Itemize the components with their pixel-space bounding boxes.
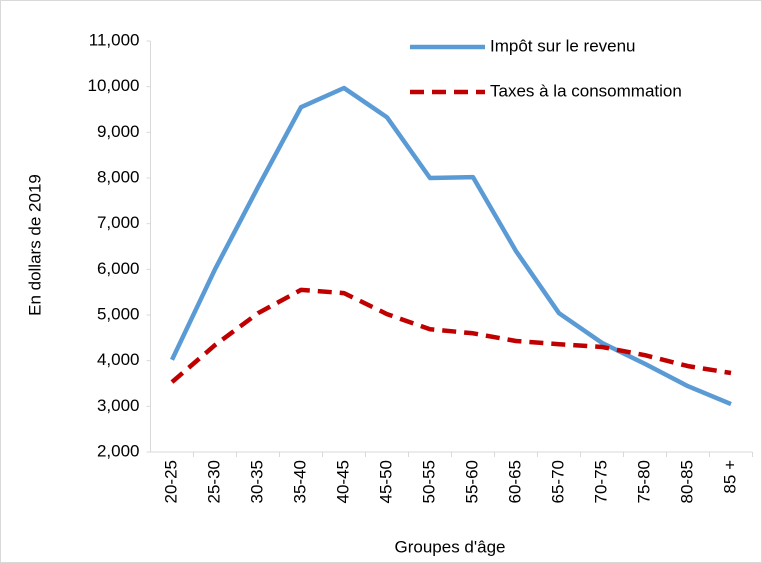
x-tick-label: 80-85 <box>677 460 696 503</box>
y-tick-label: 4,000 <box>97 350 140 369</box>
x-tick-label: 40-45 <box>333 460 352 503</box>
y-tick-label: 8,000 <box>97 167 140 186</box>
x-tick-label: 70-75 <box>591 460 610 503</box>
x-tick-label: 60-65 <box>505 460 524 503</box>
y-tick-label: 5,000 <box>97 304 140 323</box>
x-tick-label: 85 + <box>720 460 739 494</box>
x-tick-label: 65-70 <box>548 460 567 503</box>
y-tick-label: 9,000 <box>97 122 140 141</box>
line-series <box>170 287 732 384</box>
x-tick-label: 75-80 <box>634 460 653 503</box>
y-tick-label: 6,000 <box>97 259 140 278</box>
legend-label: Taxes à la consommation <box>490 81 682 100</box>
x-tick-label: 50-55 <box>419 460 438 503</box>
x-tick-label: 25-30 <box>204 460 223 503</box>
x-tick-label: 45-50 <box>376 460 395 503</box>
y-tick-label: 7,000 <box>97 213 140 232</box>
y-axis-title: En dollars de 2019 <box>25 174 44 316</box>
x-tick-label: 20-25 <box>161 460 180 503</box>
x-tick-label: 55-60 <box>462 460 481 503</box>
y-tick-label: 10,000 <box>88 76 140 95</box>
y-tick-label: 11,000 <box>89 30 140 49</box>
x-axis-title: Groupes d'âge <box>395 537 506 556</box>
x-tick-label: 35-40 <box>290 460 309 503</box>
legend-label: Impôt sur le revenu <box>490 36 636 55</box>
x-tick-label: 30-35 <box>247 460 266 503</box>
y-tick-label: 3,000 <box>97 396 140 415</box>
y-tick-label: 2,000 <box>97 441 140 460</box>
line-series <box>169 85 732 407</box>
